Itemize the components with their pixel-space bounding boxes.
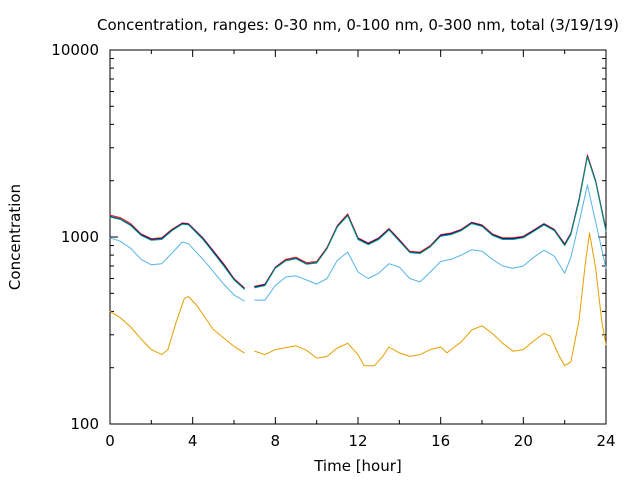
series-line-5-segment-2	[254, 156, 607, 289]
series-line-3-segment-2	[254, 154, 607, 287]
x-tick-label: 0	[105, 432, 115, 450]
y-tick-label: 1000	[61, 228, 99, 246]
series-line-5-segment-1	[109, 216, 245, 290]
series-line-4-segment-2	[254, 155, 607, 288]
axis-ticks	[109, 49, 607, 425]
x-tick-label: 20	[514, 432, 533, 450]
x-tick-label: 8	[271, 432, 281, 450]
x-tick-label: 24	[596, 432, 615, 450]
x-axis-title: Time [hour]	[313, 457, 402, 475]
y-tick-label: 100	[70, 415, 99, 433]
series-line-2-segment-1	[109, 237, 245, 302]
series-lines	[109, 154, 607, 367]
x-tick-label: 4	[188, 432, 198, 450]
series-line-4-segment-1	[109, 215, 245, 290]
chart-title: Concentration, ranges: 0-30 nm, 0-100 nm…	[97, 16, 619, 34]
x-tick-label: 12	[348, 432, 367, 450]
y-tick-label: 10000	[51, 41, 99, 59]
x-tick-label: 16	[431, 432, 450, 450]
series-line-1-segment-2	[254, 232, 607, 367]
series-line-1-segment-1	[109, 296, 245, 356]
y-axis-title: Concentration	[6, 184, 24, 290]
series-line-3-segment-1	[109, 214, 245, 289]
series-line-2-segment-2	[254, 184, 607, 301]
axis-tick-labels: 0 4 8 12 16 20 24 100 1000 10000	[51, 41, 615, 450]
